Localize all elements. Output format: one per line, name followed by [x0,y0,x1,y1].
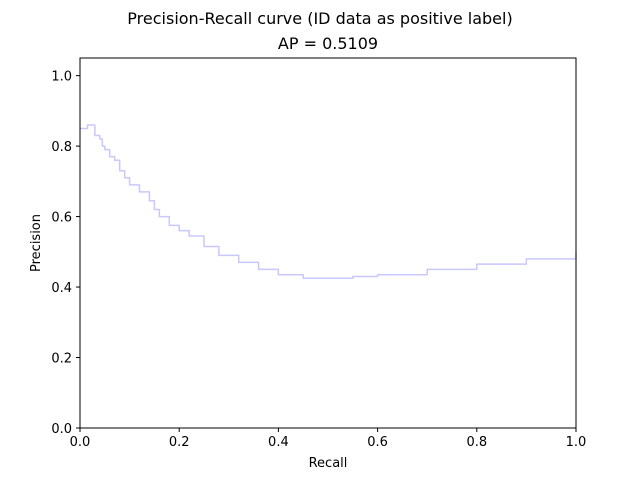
y-tick-label: 0.4 [51,281,72,296]
y-tick-label: 0.8 [51,140,72,155]
y-axis-label: Precision [29,214,44,272]
x-tick-label: 1.0 [566,435,587,450]
x-tick-label: 0.8 [466,435,487,450]
x-tick-label: 0.2 [169,435,190,450]
x-tick-label: 0.0 [70,435,91,450]
series-layer [80,124,577,279]
chart-title: Precision-Recall curve (ID data as posit… [127,9,512,28]
chart-subtitle: AP = 0.5109 [278,34,378,53]
x-axis-ticks: 0.0 0.2 0.4 0.6 0.8 1.0 [70,428,587,450]
y-tick-label: 1.0 [51,70,72,85]
x-axis-label: Recall [309,456,348,471]
y-tick-label: 0.0 [51,422,72,437]
plot-frame [79,57,577,429]
y-axis-ticks: 0.0 0.2 0.4 0.6 0.8 1.0 [51,70,80,437]
x-tick-label: 0.4 [268,435,289,450]
y-tick-label: 0.6 [51,211,72,226]
pr-curve-line [80,124,577,279]
y-tick-label: 0.2 [51,352,72,367]
x-tick-label: 0.6 [367,435,388,450]
